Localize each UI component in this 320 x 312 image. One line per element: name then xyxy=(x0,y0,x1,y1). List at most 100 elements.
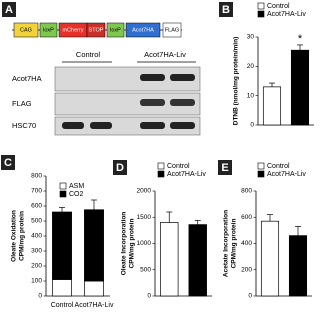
y-axis-label: CPM/mg protein xyxy=(129,219,136,269)
y-tick-label: 10 xyxy=(247,92,255,99)
construct-box xyxy=(125,22,161,38)
panel: C 0 100 200 300 400 500 600 700 800 Oleate Oxidati… xyxy=(1,155,114,309)
band xyxy=(170,74,195,81)
y-tick-label: 1500 xyxy=(137,214,152,221)
panel-label-box xyxy=(113,160,127,175)
y-tick-label: 2000 xyxy=(137,188,152,195)
panel-label-box xyxy=(219,2,233,17)
blot xyxy=(54,116,201,136)
y-tick-label: 500 xyxy=(31,218,42,225)
y-axis-label: CPM/mg protein xyxy=(231,219,238,269)
bar-segment xyxy=(84,280,104,297)
y-axis-label: Oleate Incorporation xyxy=(121,212,128,276)
legend-label: Control xyxy=(267,163,290,170)
legend-swatch xyxy=(257,162,265,170)
blot xyxy=(54,92,201,116)
y-tick-label: 200 xyxy=(241,266,252,273)
band xyxy=(62,122,84,129)
bar xyxy=(188,224,207,297)
y-tick-label: 100 xyxy=(31,278,42,285)
construct-box xyxy=(162,22,182,38)
y-tick-label: 200 xyxy=(31,263,42,270)
panel-label-box xyxy=(218,160,232,175)
y-tick-label: 800 xyxy=(241,188,252,195)
panel: E 0 200 400 600 800 Acetate Incorporation CPM/m… xyxy=(218,160,312,300)
band xyxy=(90,122,112,129)
y-tick-label: 700 xyxy=(31,188,42,195)
y-tick-label: 1000 xyxy=(137,240,152,247)
construct-label: mCherry xyxy=(62,27,83,33)
panel-label: A xyxy=(5,4,13,16)
bar xyxy=(160,222,179,297)
y-tick-label: 400 xyxy=(241,240,252,247)
panel-label: B xyxy=(222,4,230,16)
row-label: FLAG xyxy=(12,99,32,108)
y-tick-label: 800 xyxy=(31,173,42,180)
panel: B 0 10 20 30 DTNB (nmol/mg protein/min) * Contr… xyxy=(219,2,314,129)
bar-segment xyxy=(52,211,72,280)
bar xyxy=(288,235,308,297)
y-tick-label: 0 xyxy=(250,122,254,129)
row-label: HSC70 xyxy=(12,121,36,130)
legend-label: ASM xyxy=(69,183,84,190)
panel-label: E xyxy=(221,162,228,174)
band xyxy=(140,74,165,81)
group-label: Control xyxy=(76,50,101,59)
panel-label: D xyxy=(116,162,124,174)
annotation: * xyxy=(298,33,303,45)
construct-label: loxP xyxy=(110,27,121,33)
row-label: Acot7HA xyxy=(12,74,42,83)
y-tick-label: 400 xyxy=(31,233,42,240)
x-tick-label: Control xyxy=(51,302,74,309)
construct-label: STOP xyxy=(89,27,104,33)
panel: D 0 500 1000 1500 2000 Oleate Incorporation CPM… xyxy=(113,160,212,300)
construct-box xyxy=(106,22,125,38)
legend-swatch xyxy=(257,170,265,178)
legend-label: Acot7HA-Liv xyxy=(167,171,206,178)
band xyxy=(170,122,195,129)
construct-box xyxy=(86,22,106,38)
legend-swatch xyxy=(257,2,265,10)
band xyxy=(170,99,195,106)
legend-swatch xyxy=(59,182,67,190)
y-tick-label: 500 xyxy=(140,266,151,273)
panel-label-box xyxy=(2,2,16,17)
y-axis-label: DTNB (nmol/mg protein/min) xyxy=(233,37,240,125)
panel-a: A CAG loxP mCherry STOP loxP Acot7HA FLA… xyxy=(2,2,201,136)
bar-segment xyxy=(52,279,72,297)
y-tick-label: 300 xyxy=(31,248,42,255)
band xyxy=(140,99,165,106)
legend-label: Control xyxy=(167,163,190,170)
panel-label-box xyxy=(1,155,15,170)
y-axis-label: Oleate Oxidation xyxy=(11,210,18,262)
y-axis-label: Acetate Incorporation xyxy=(223,210,230,277)
legend-swatch xyxy=(59,190,67,198)
construct-label: loxP xyxy=(43,27,54,33)
y-tick-label: 0 xyxy=(248,293,252,300)
legend-label: CO2 xyxy=(69,191,84,198)
construct-box xyxy=(39,22,58,38)
legend-label: Control xyxy=(267,3,290,10)
construct-label: FLAG xyxy=(165,27,179,33)
legend-label: Acot7HA-Liv xyxy=(267,11,306,18)
bar xyxy=(290,49,310,126)
legend-label: Acot7HA-Liv xyxy=(267,171,306,178)
y-axis-label: CPM/mg protein xyxy=(19,211,26,261)
x-tick-label: Acot7HA-Liv xyxy=(75,302,114,309)
band xyxy=(140,122,165,129)
construct-label: Acot7HA xyxy=(132,27,154,33)
y-tick-label: 600 xyxy=(31,203,42,210)
y-tick-label: 30 xyxy=(247,34,255,41)
bar xyxy=(262,86,282,126)
bar xyxy=(260,220,280,297)
construct-label: CAG xyxy=(20,27,32,33)
legend-swatch xyxy=(257,10,265,18)
panel-label: C xyxy=(4,157,12,169)
legend-swatch xyxy=(157,162,165,170)
bar-segment xyxy=(84,209,104,282)
y-tick-label: 0 xyxy=(38,293,42,300)
y-tick-label: 600 xyxy=(241,214,252,221)
y-tick-label: 0 xyxy=(147,293,151,300)
construct-box xyxy=(13,22,39,38)
